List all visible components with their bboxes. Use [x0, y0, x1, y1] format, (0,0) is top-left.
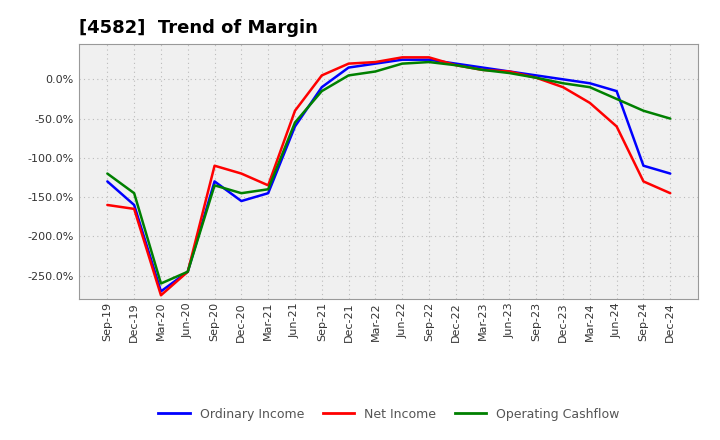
Ordinary Income: [184, 269, 192, 275]
Ordinary Income: [666, 171, 675, 176]
Net Income: [451, 62, 460, 68]
Operating Cashflow: [425, 59, 433, 65]
Operating Cashflow: [103, 171, 112, 176]
Net Income: [291, 108, 300, 114]
Operating Cashflow: [157, 281, 166, 286]
Ordinary Income: [612, 88, 621, 94]
Net Income: [425, 55, 433, 60]
Net Income: [344, 61, 353, 66]
Operating Cashflow: [130, 191, 138, 196]
Operating Cashflow: [666, 116, 675, 121]
Ordinary Income: [291, 124, 300, 129]
Net Income: [612, 124, 621, 129]
Net Income: [184, 269, 192, 275]
Operating Cashflow: [559, 81, 567, 86]
Operating Cashflow: [639, 108, 648, 114]
Legend: Ordinary Income, Net Income, Operating Cashflow: Ordinary Income, Net Income, Operating C…: [153, 403, 624, 425]
Operating Cashflow: [505, 70, 514, 76]
Net Income: [371, 59, 379, 65]
Ordinary Income: [344, 65, 353, 70]
Ordinary Income: [451, 61, 460, 66]
Ordinary Income: [371, 61, 379, 66]
Ordinary Income: [425, 57, 433, 62]
Operating Cashflow: [184, 269, 192, 275]
Ordinary Income: [505, 69, 514, 74]
Ordinary Income: [237, 198, 246, 204]
Ordinary Income: [264, 191, 272, 196]
Net Income: [157, 293, 166, 298]
Operating Cashflow: [612, 96, 621, 102]
Operating Cashflow: [532, 75, 541, 81]
Net Income: [532, 75, 541, 81]
Net Income: [237, 171, 246, 176]
Net Income: [559, 84, 567, 90]
Line: Ordinary Income: Ordinary Income: [107, 60, 670, 291]
Text: [4582]  Trend of Margin: [4582] Trend of Margin: [79, 19, 318, 37]
Net Income: [398, 55, 407, 60]
Ordinary Income: [210, 179, 219, 184]
Net Income: [318, 73, 326, 78]
Net Income: [505, 69, 514, 74]
Net Income: [639, 179, 648, 184]
Ordinary Income: [585, 81, 594, 86]
Ordinary Income: [103, 179, 112, 184]
Ordinary Income: [478, 65, 487, 70]
Net Income: [264, 183, 272, 188]
Ordinary Income: [318, 84, 326, 90]
Operating Cashflow: [344, 73, 353, 78]
Operating Cashflow: [585, 84, 594, 90]
Line: Operating Cashflow: Operating Cashflow: [107, 62, 670, 283]
Operating Cashflow: [318, 88, 326, 94]
Ordinary Income: [157, 289, 166, 294]
Ordinary Income: [398, 57, 407, 62]
Operating Cashflow: [398, 61, 407, 66]
Operating Cashflow: [291, 120, 300, 125]
Ordinary Income: [130, 202, 138, 208]
Operating Cashflow: [210, 183, 219, 188]
Net Income: [103, 202, 112, 208]
Operating Cashflow: [371, 69, 379, 74]
Net Income: [666, 191, 675, 196]
Ordinary Income: [639, 163, 648, 169]
Net Income: [478, 67, 487, 73]
Ordinary Income: [532, 73, 541, 78]
Net Income: [210, 163, 219, 169]
Net Income: [585, 100, 594, 106]
Operating Cashflow: [264, 187, 272, 192]
Net Income: [130, 206, 138, 212]
Line: Net Income: Net Income: [107, 57, 670, 295]
Operating Cashflow: [237, 191, 246, 196]
Operating Cashflow: [478, 67, 487, 73]
Ordinary Income: [559, 77, 567, 82]
Operating Cashflow: [451, 62, 460, 68]
